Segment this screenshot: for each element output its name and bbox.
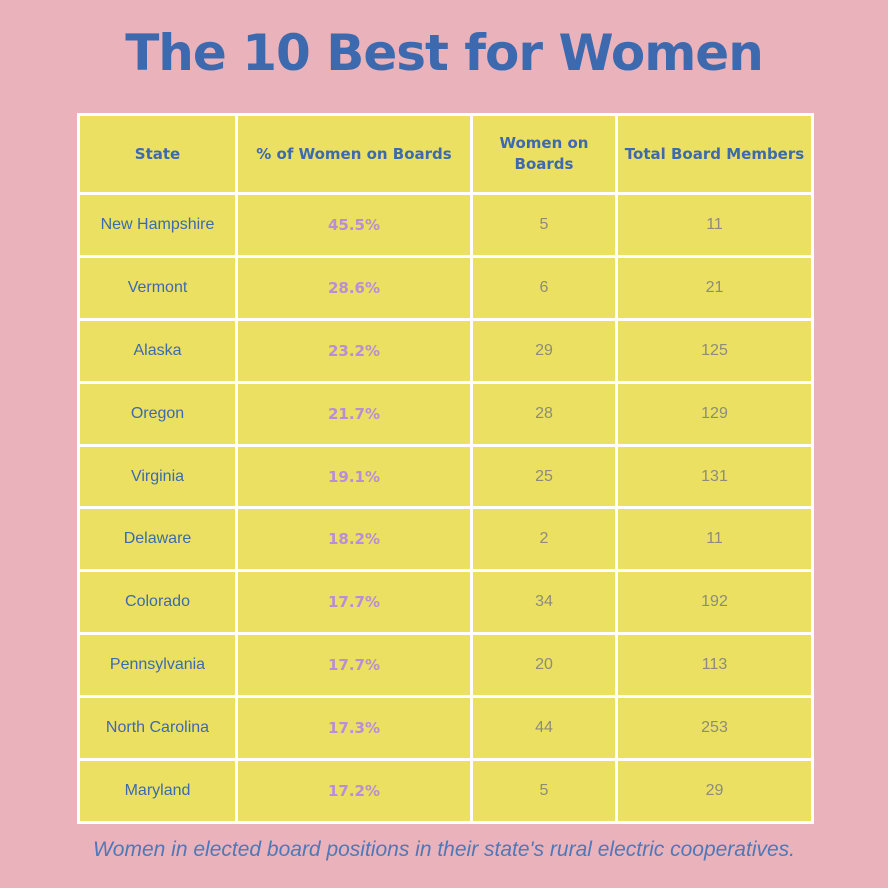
cell-percent: 17.7% [235, 569, 473, 636]
cell-state: Oregon [77, 380, 238, 447]
cell-women: 44 [470, 695, 618, 762]
table-header-row: State % of Women on Boards Women on Boar… [77, 113, 814, 195]
table-row: Pennsylvania 17.7% 20 113 [77, 632, 814, 699]
table-body: New Hampshire 45.5% 5 11 Vermont 28.6% 6 21 Alas… [77, 192, 814, 824]
table-row: Maryland 17.2% 5 29 [77, 758, 814, 824]
cell-total: 253 [615, 695, 814, 762]
cell-state: North Carolina [77, 695, 238, 762]
data-table: State % of Women on Boards Women on Boar… [77, 113, 814, 824]
table-row: Colorado 17.7% 34 192 [77, 569, 814, 636]
cell-state: Pennsylvania [77, 632, 238, 699]
cell-women: 2 [470, 506, 618, 573]
cell-state: Delaware [77, 506, 238, 573]
column-header-state: State [77, 113, 238, 195]
cell-total: 125 [615, 317, 814, 384]
table-row: Alaska 23.2% 29 125 [77, 317, 814, 384]
table-row: New Hampshire 45.5% 5 11 [77, 192, 814, 258]
cell-state: Colorado [77, 569, 238, 636]
cell-percent: 17.2% [235, 758, 473, 824]
cell-percent: 17.7% [235, 632, 473, 699]
cell-women: 5 [470, 192, 618, 258]
cell-total: 29 [615, 758, 814, 824]
cell-state: Virginia [77, 443, 238, 510]
cell-total: 131 [615, 443, 814, 510]
page-title: The 10 Best for Women [125, 24, 764, 82]
cell-total: 21 [615, 254, 814, 321]
cell-percent: 17.3% [235, 695, 473, 762]
cell-state: New Hampshire [77, 192, 238, 258]
cell-women: 29 [470, 317, 618, 384]
cell-total: 11 [615, 506, 814, 573]
column-header-total: Total Board Members [615, 113, 814, 195]
cell-women: 6 [470, 254, 618, 321]
cell-percent: 28.6% [235, 254, 473, 321]
cell-total: 192 [615, 569, 814, 636]
caption: Women in elected board positions in thei… [92, 838, 795, 861]
column-header-women: Women on Boards [470, 113, 618, 195]
cell-women: 5 [470, 758, 618, 824]
cell-total: 113 [615, 632, 814, 699]
table-row: Oregon 21.7% 28 129 [77, 380, 814, 447]
cell-total: 129 [615, 380, 814, 447]
table-row: Vermont 28.6% 6 21 [77, 254, 814, 321]
cell-percent: 45.5% [235, 192, 473, 258]
cell-state: Alaska [77, 317, 238, 384]
cell-women: 20 [470, 632, 618, 699]
table-row: North Carolina 17.3% 44 253 [77, 695, 814, 762]
cell-percent: 21.7% [235, 380, 473, 447]
cell-percent: 19.1% [235, 443, 473, 510]
cell-women: 34 [470, 569, 618, 636]
table-row: Delaware 18.2% 2 11 [77, 506, 814, 573]
cell-percent: 18.2% [235, 506, 473, 573]
cell-percent: 23.2% [235, 317, 473, 384]
cell-women: 25 [470, 443, 618, 510]
table-row: Virginia 19.1% 25 131 [77, 443, 814, 510]
cell-total: 11 [615, 192, 814, 258]
cell-women: 28 [470, 380, 618, 447]
cell-state: Maryland [77, 758, 238, 824]
data-table-container: State % of Women on Boards Women on Boar… [77, 113, 814, 824]
cell-state: Vermont [77, 254, 238, 321]
column-header-percent: % of Women on Boards [235, 113, 473, 195]
